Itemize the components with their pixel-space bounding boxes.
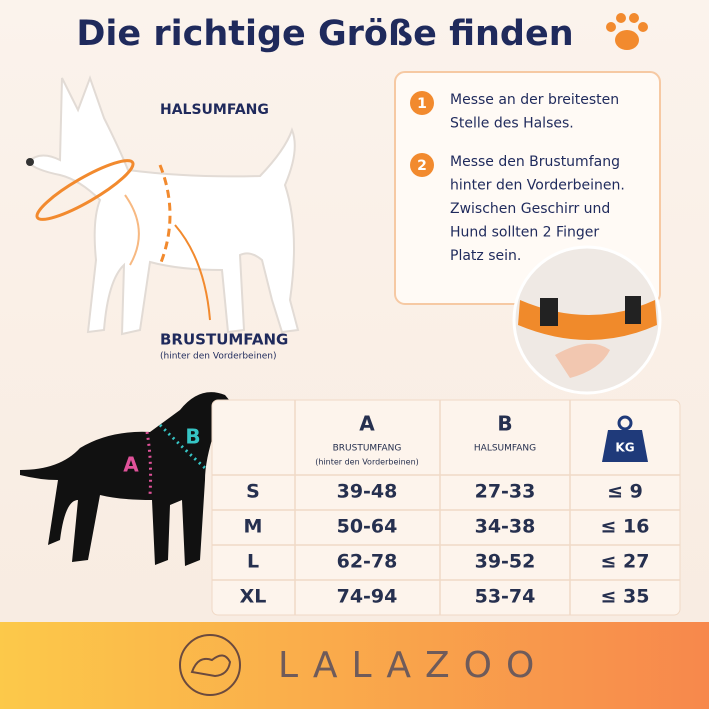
size-value: 34-38 [475, 516, 536, 538]
size-label: L [247, 551, 259, 573]
step-text: hinter den Vorderbeinen. [450, 178, 625, 194]
step-text: Messe den Brustumfang [450, 154, 620, 170]
size-label: S [246, 481, 260, 503]
size-value: 27-33 [475, 481, 536, 503]
size-value: 53-74 [475, 586, 536, 608]
label-a: A [123, 453, 139, 477]
brand-logo [179, 634, 241, 696]
white-dog [26, 75, 300, 336]
step-text: Stelle des Halses. [450, 116, 574, 132]
chest-note: (hinter den Vorderbeinen) [160, 352, 277, 362]
header-b-letter: B [497, 412, 512, 436]
size-label: XL [240, 586, 267, 608]
size-label: M [244, 516, 263, 538]
size-value: ≤ 9 [607, 481, 643, 503]
step-badge [410, 153, 434, 177]
label-b: B [185, 425, 200, 449]
brand-name: LALAZOO [278, 645, 548, 686]
footer [0, 622, 709, 709]
black-dog [20, 392, 250, 566]
size-value: ≤ 27 [601, 551, 650, 573]
size-value: ≤ 16 [601, 516, 650, 538]
title: Die richtige Größe finden [76, 14, 573, 54]
step-text: Platz sein. [450, 248, 521, 264]
header-a-name: BRUSTUMFANG [333, 444, 402, 454]
step-text: Zwischen Geschirr und [450, 201, 610, 217]
size-value: 39-48 [337, 481, 398, 503]
neck-label: HALSUMFANG [160, 102, 269, 118]
table-grid [212, 400, 680, 615]
size-value: 62-78 [337, 551, 398, 573]
paw-icon [606, 13, 648, 50]
step-number: 2 [417, 158, 427, 174]
size-value: 39-52 [475, 551, 536, 573]
size-table [211, 399, 681, 616]
step-text: Hund sollten 2 Finger [450, 225, 599, 241]
size-value: 74-94 [337, 586, 398, 608]
size-value: ≤ 35 [601, 586, 650, 608]
header-b-name: HALSUMFANG [474, 444, 536, 454]
header-a-letter: A [359, 412, 375, 436]
size-value: 50-64 [337, 516, 398, 538]
collar-photo [512, 245, 662, 395]
header-weight: KG [615, 441, 634, 455]
chest-label: BRUSTUMFANG [160, 331, 288, 349]
weight-icon [602, 415, 648, 462]
step-number: 1 [417, 96, 427, 112]
step-text: Messe an der breitesten [450, 92, 619, 108]
step-badge [410, 91, 434, 115]
header-a-note: (hinter den Vorderbeinen) [315, 458, 419, 467]
